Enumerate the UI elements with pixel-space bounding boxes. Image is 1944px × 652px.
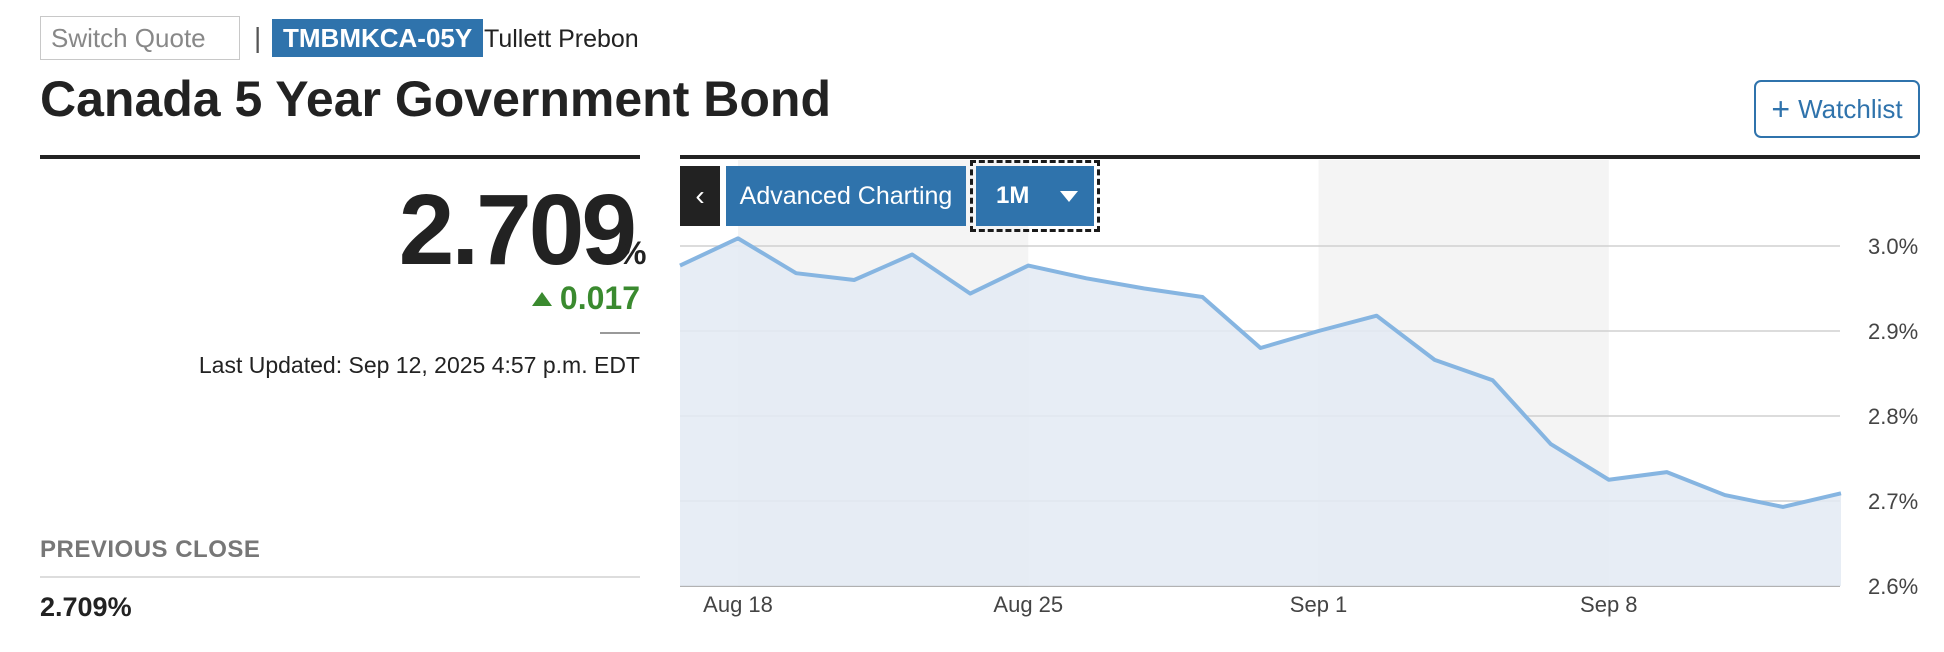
plus-icon: + bbox=[1771, 91, 1791, 127]
caret-down-icon bbox=[1060, 190, 1078, 202]
x-tick-label: Aug 25 bbox=[993, 592, 1063, 617]
previous-close-label: PREVIOUS CLOSE bbox=[40, 536, 261, 563]
separator: | bbox=[254, 22, 262, 53]
price-change: 0.017 bbox=[531, 280, 640, 317]
chevron-left-icon: ‹ bbox=[695, 180, 705, 211]
price-unit: % bbox=[618, 235, 647, 271]
data-source: Tullett Prebon bbox=[484, 25, 639, 53]
y-tick-label: 3.0% bbox=[1868, 234, 1918, 259]
y-tick-label: 2.6% bbox=[1868, 574, 1918, 599]
up-arrow-icon bbox=[531, 291, 552, 306]
ticker-badge: TMBMKCA-05Y bbox=[272, 19, 484, 57]
price-area bbox=[680, 238, 1841, 586]
watchlist-button[interactable]: + Watchlist bbox=[1754, 80, 1920, 138]
collapse-button[interactable]: ‹ bbox=[680, 166, 720, 226]
watchlist-label: Watchlist bbox=[1798, 93, 1903, 124]
range-label: 1M bbox=[996, 182, 1030, 209]
x-tick-label: Sep 8 bbox=[1580, 592, 1638, 617]
section-divider bbox=[40, 155, 640, 159]
previous-close-divider bbox=[40, 576, 640, 578]
x-tick-label: Aug 18 bbox=[703, 592, 773, 617]
y-tick-label: 2.7% bbox=[1868, 489, 1918, 514]
chart-divider bbox=[680, 155, 1920, 159]
page-title: Canada 5 Year Government Bond bbox=[40, 71, 831, 127]
price-value: 2.709 bbox=[398, 174, 637, 286]
y-tick-label: 2.9% bbox=[1868, 319, 1918, 344]
x-tick-label: Sep 1 bbox=[1290, 592, 1348, 617]
previous-close-value: 2.709% bbox=[40, 592, 132, 622]
range-dropdown[interactable]: 1M bbox=[970, 160, 1100, 232]
y-tick-label: 2.8% bbox=[1868, 404, 1918, 429]
last-updated: Last Updated: Sep 12, 2025 4:57 p.m. EDT bbox=[198, 352, 640, 378]
advanced-charting-button[interactable]: Advanced Charting bbox=[726, 166, 966, 226]
change-value: 0.017 bbox=[559, 280, 640, 316]
switch-quote-input[interactable]: Switch Quote bbox=[40, 16, 240, 60]
change-divider bbox=[600, 332, 640, 334]
